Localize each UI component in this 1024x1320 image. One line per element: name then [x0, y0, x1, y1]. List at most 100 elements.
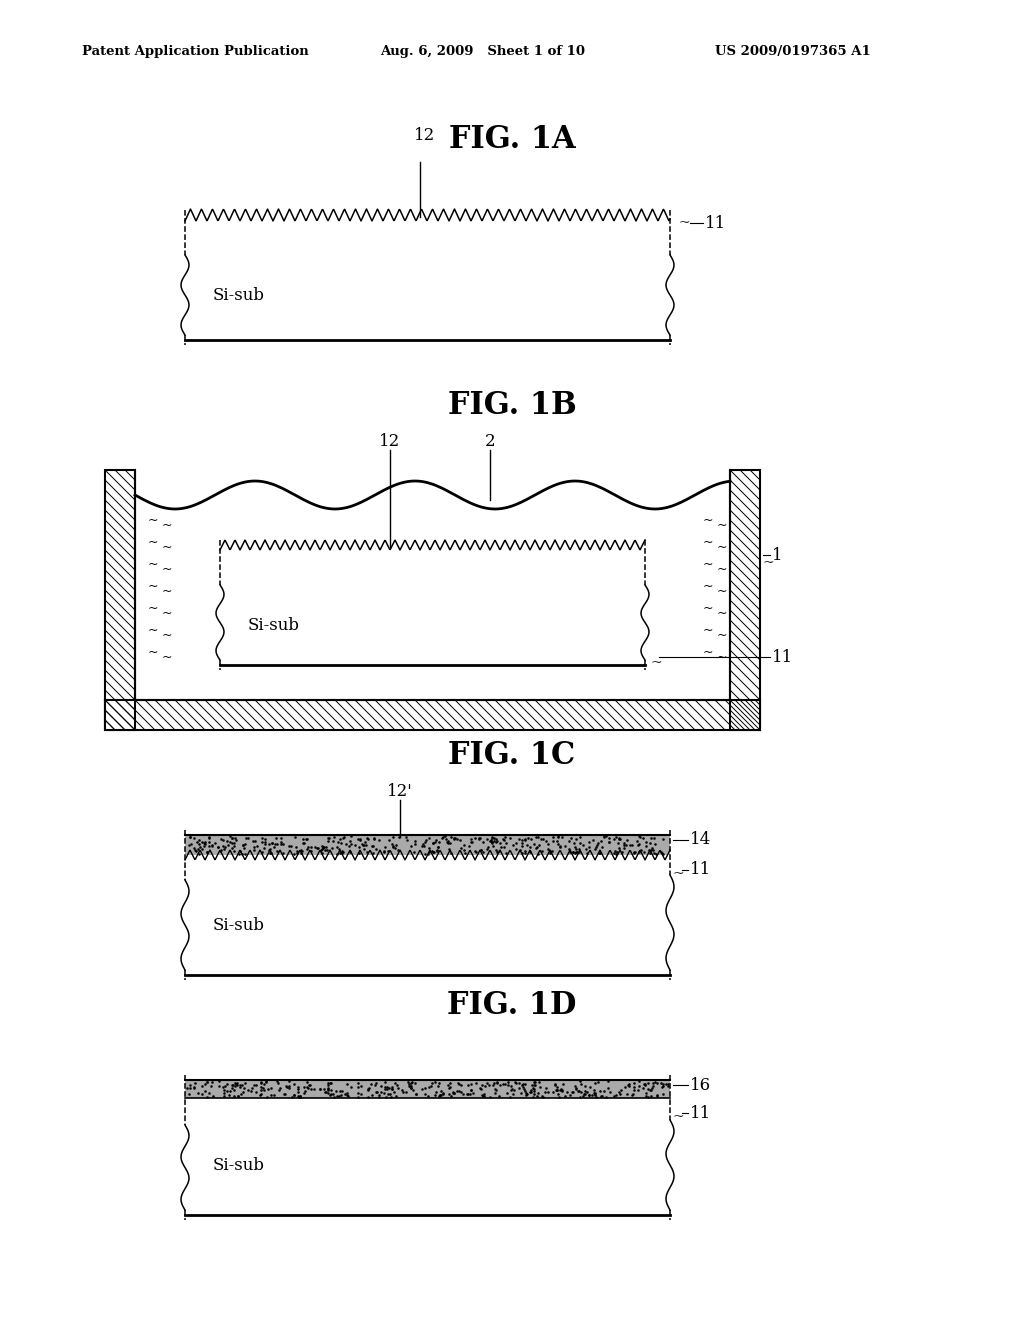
- Point: [366, 828, 382, 849]
- Text: ~: ~: [147, 536, 159, 549]
- Point: [381, 829, 397, 850]
- Point: [383, 1086, 399, 1107]
- Text: ~: ~: [717, 540, 727, 553]
- Point: [578, 1080, 594, 1101]
- Point: [622, 1076, 638, 1097]
- Point: [638, 1085, 654, 1106]
- Bar: [105, 700, 760, 730]
- Text: Aug. 6, 2009   Sheet 1 of 10: Aug. 6, 2009 Sheet 1 of 10: [380, 45, 585, 58]
- Point: [482, 830, 499, 851]
- Point: [508, 1072, 524, 1093]
- Point: [473, 840, 489, 861]
- Point: [259, 1086, 275, 1107]
- Point: [635, 828, 651, 849]
- Point: [256, 1078, 272, 1100]
- Point: [351, 829, 368, 850]
- Point: [477, 1076, 494, 1097]
- Point: [246, 1074, 262, 1096]
- Point: [489, 1072, 506, 1093]
- Point: [514, 1074, 530, 1096]
- Point: [249, 836, 265, 857]
- Point: [493, 837, 509, 858]
- Point: [339, 1082, 355, 1104]
- Point: [368, 840, 384, 861]
- Point: [366, 828, 382, 849]
- Point: [319, 1072, 336, 1093]
- Point: [483, 828, 500, 849]
- Text: ~: ~: [147, 645, 159, 659]
- Point: [523, 1074, 540, 1096]
- Point: [449, 1081, 465, 1102]
- Point: [545, 1082, 561, 1104]
- Point: [224, 1074, 241, 1096]
- Text: ~: ~: [162, 606, 172, 619]
- Point: [402, 1076, 419, 1097]
- Point: [223, 1077, 240, 1098]
- Point: [451, 1073, 467, 1094]
- Point: [485, 1074, 502, 1096]
- Point: [365, 836, 381, 857]
- Point: [590, 1072, 606, 1093]
- Point: [568, 842, 585, 863]
- Text: 11: 11: [690, 1105, 712, 1122]
- Point: [262, 1077, 279, 1098]
- Point: [511, 1072, 527, 1093]
- Point: [552, 1080, 568, 1101]
- Point: [213, 840, 229, 861]
- Point: [581, 1085, 597, 1106]
- Point: [319, 1074, 336, 1096]
- Point: [481, 1074, 498, 1096]
- Point: [183, 834, 200, 855]
- Point: [224, 828, 241, 849]
- Point: [255, 1077, 271, 1098]
- Point: [632, 826, 648, 847]
- Point: [262, 840, 279, 861]
- Point: [350, 829, 367, 850]
- Text: 2: 2: [484, 433, 496, 450]
- Point: [408, 1084, 424, 1105]
- Point: [528, 826, 545, 847]
- Point: [564, 841, 581, 862]
- Point: [550, 834, 566, 855]
- Point: [359, 829, 376, 850]
- Point: [186, 1072, 203, 1093]
- Point: [326, 826, 342, 847]
- Point: [424, 1073, 440, 1094]
- Point: [445, 828, 462, 849]
- Point: [456, 840, 472, 861]
- Point: [416, 834, 432, 855]
- Point: [442, 1077, 459, 1098]
- Point: [224, 832, 241, 853]
- Point: [643, 1080, 659, 1101]
- Point: [286, 843, 302, 865]
- Point: [508, 838, 524, 859]
- Point: [181, 1084, 198, 1105]
- Point: [409, 1084, 425, 1105]
- Point: [526, 1074, 543, 1096]
- Point: [443, 842, 460, 863]
- Point: [534, 841, 550, 862]
- Point: [335, 826, 351, 847]
- Point: [321, 1078, 337, 1100]
- Point: [268, 840, 285, 861]
- Point: [263, 1084, 280, 1105]
- Point: [478, 838, 495, 859]
- Point: [316, 840, 333, 861]
- Point: [266, 837, 283, 858]
- Point: [270, 1080, 287, 1101]
- Point: [519, 1084, 536, 1105]
- Point: [647, 1072, 664, 1093]
- Point: [616, 832, 633, 853]
- Point: [390, 840, 407, 861]
- Point: [653, 841, 670, 862]
- Point: [577, 1076, 593, 1097]
- Point: [453, 837, 469, 858]
- Point: [197, 832, 213, 853]
- Point: [296, 1082, 312, 1104]
- Point: [627, 841, 643, 862]
- Point: [234, 834, 251, 855]
- Text: ~: ~: [650, 656, 662, 671]
- Point: [315, 837, 332, 858]
- Point: [324, 837, 340, 858]
- Point: [564, 1081, 581, 1102]
